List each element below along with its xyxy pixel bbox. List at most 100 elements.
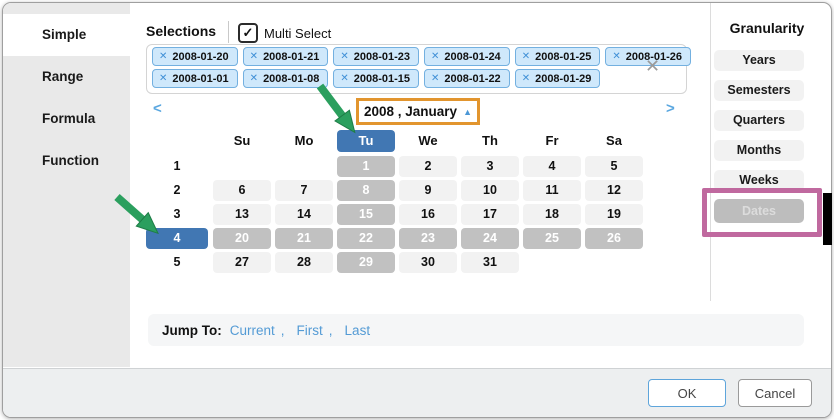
day-cell[interactable]: 2 xyxy=(399,156,457,177)
week-number[interactable]: 5 xyxy=(173,255,181,269)
clear-all-icon[interactable]: ✕ xyxy=(645,56,661,76)
day-cell[interactable]: 22 xyxy=(337,228,395,249)
empty-cell xyxy=(585,252,643,273)
selection-chip[interactable]: ✕ 2008-01-21 xyxy=(242,47,329,66)
selection-chip[interactable]: ✕ 2008-01-08 xyxy=(242,69,329,88)
granularity-quarters[interactable]: Quarters xyxy=(714,110,804,131)
remove-chip-icon[interactable]: ✕ xyxy=(159,73,168,84)
day-cell[interactable]: 8 xyxy=(337,180,395,201)
day-cell[interactable]: 24 xyxy=(461,228,519,249)
day-cell[interactable]: 5 xyxy=(585,156,643,177)
day-cell[interactable]: 1 xyxy=(337,156,395,177)
day-cell[interactable]: 28 xyxy=(275,252,333,273)
cancel-button[interactable]: Cancel xyxy=(738,379,812,407)
day-cell[interactable]: 17 xyxy=(461,204,519,225)
day-cell[interactable]: 31 xyxy=(461,252,519,273)
selection-chip[interactable]: ✕ 2008-01-26 xyxy=(605,47,692,66)
prev-month-icon[interactable]: < xyxy=(153,100,162,117)
day-cell[interactable]: 20 xyxy=(213,228,271,249)
granularity-months[interactable]: Months xyxy=(714,140,804,161)
remove-chip-icon[interactable]: ✕ xyxy=(431,73,440,84)
granularity-weeks[interactable]: Weeks xyxy=(714,170,804,191)
day-cell[interactable]: 4 xyxy=(523,156,581,177)
chip-label: 2008-01-21 xyxy=(263,50,320,63)
multi-select-checkbox[interactable]: ✓ xyxy=(238,23,258,43)
day-header-sa[interactable]: Sa xyxy=(606,133,622,148)
week-number[interactable]: 2 xyxy=(173,183,181,197)
day-cell[interactable]: 6 xyxy=(213,180,271,201)
chip-label: 2008-01-22 xyxy=(444,72,501,85)
day-cell[interactable]: 14 xyxy=(275,204,333,225)
day-cell[interactable]: 27 xyxy=(213,252,271,273)
selection-chip[interactable]: ✕ 2008-01-25 xyxy=(514,47,601,66)
next-month-icon[interactable]: > xyxy=(666,100,675,117)
remove-chip-icon[interactable]: ✕ xyxy=(249,51,259,62)
tab-simple[interactable]: Simple xyxy=(3,14,130,56)
day-cell[interactable]: 16 xyxy=(399,204,457,225)
day-cell[interactable]: 19 xyxy=(585,204,643,225)
calendar-week-row: 5 27 28 29 30 31 xyxy=(146,252,647,273)
day-cell[interactable]: 23 xyxy=(399,228,457,249)
month-year-title[interactable]: 2008 , January xyxy=(364,104,458,119)
remove-chip-icon[interactable]: ✕ xyxy=(431,51,440,62)
granularity-dates[interactable]: Dates xyxy=(714,199,804,223)
day-cell[interactable]: 11 xyxy=(523,180,581,201)
remove-chip-icon[interactable]: ✕ xyxy=(159,51,168,62)
day-cell[interactable]: 21 xyxy=(275,228,333,249)
tab-range[interactable]: Range xyxy=(42,69,84,84)
tab-formula[interactable]: Formula xyxy=(42,111,96,126)
day-cell[interactable]: 26 xyxy=(585,228,643,249)
chip-rows: ✕ 2008-01-20 ✕ 2008-01-21 ✕ 2008-01-23 ✕ 2008-0… xyxy=(152,47,692,88)
granularity-semesters[interactable]: Semesters xyxy=(714,80,804,101)
day-cell[interactable]: 10 xyxy=(461,180,519,201)
remove-chip-icon[interactable]: ✕ xyxy=(612,51,621,62)
tab-function[interactable]: Function xyxy=(42,153,99,168)
selection-chip[interactable]: ✕ 2008-01-01 xyxy=(152,69,238,88)
day-cell[interactable]: 30 xyxy=(399,252,457,273)
granularity-years[interactable]: Years xyxy=(714,50,804,71)
day-cell[interactable]: 25 xyxy=(523,228,581,249)
empty-cell xyxy=(523,252,581,273)
selection-chip[interactable]: ✕ 2008-01-20 xyxy=(152,47,238,66)
chip-label: 2008-01-29 xyxy=(535,72,592,85)
day-header-su[interactable]: Su xyxy=(233,133,251,148)
remove-chip-icon[interactable]: ✕ xyxy=(249,73,259,84)
day-cell[interactable]: 3 xyxy=(461,156,519,177)
day-cell[interactable]: 9 xyxy=(399,180,457,201)
week-number[interactable]: 4 xyxy=(146,228,208,249)
day-header-tu[interactable]: Tu xyxy=(337,130,395,152)
remove-chip-icon[interactable]: ✕ xyxy=(340,51,349,62)
selections-label: Selections xyxy=(146,23,217,39)
day-cell[interactable]: 15 xyxy=(337,204,395,225)
pink-box-shadow xyxy=(823,193,832,245)
day-cell[interactable]: 12 xyxy=(585,180,643,201)
selection-chip[interactable]: ✕ 2008-01-23 xyxy=(333,47,420,66)
day-header-th[interactable]: Th xyxy=(482,133,498,148)
remove-chip-icon[interactable]: ✕ xyxy=(521,73,531,84)
collapse-up-icon[interactable]: ▲ xyxy=(463,106,472,117)
chip-label: 2008-01-01 xyxy=(172,72,229,85)
day-cell[interactable]: 18 xyxy=(523,204,581,225)
jump-current[interactable]: Current xyxy=(229,322,275,338)
ok-button[interactable]: OK xyxy=(648,379,726,407)
selection-chip[interactable]: ✕ 2008-01-22 xyxy=(424,69,510,88)
checkmark-icon: ✓ xyxy=(242,25,254,40)
day-cell[interactable]: 13 xyxy=(213,204,271,225)
chip-label: 2008-01-23 xyxy=(353,50,411,63)
day-cell[interactable]: 7 xyxy=(275,180,333,201)
week-number[interactable]: 3 xyxy=(173,207,181,221)
week-number[interactable]: 1 xyxy=(173,159,181,173)
remove-chip-icon[interactable]: ✕ xyxy=(340,73,349,84)
remove-chip-icon[interactable]: ✕ xyxy=(521,51,531,62)
jump-last[interactable]: Last xyxy=(344,322,371,338)
selection-chip[interactable]: ✕ 2008-01-15 xyxy=(333,69,420,88)
selection-chip[interactable]: ✕ 2008-01-24 xyxy=(424,47,510,66)
day-cell[interactable]: 29 xyxy=(337,252,395,273)
day-header-mo[interactable]: Mo xyxy=(294,133,314,148)
day-header-we[interactable]: We xyxy=(418,133,438,148)
day-header-fr[interactable]: Fr xyxy=(545,133,559,148)
jump-first[interactable]: First xyxy=(296,322,323,338)
tab-list: Simple Range Formula Function xyxy=(3,14,130,182)
selection-chip[interactable]: ✕ 2008-01-29 xyxy=(514,69,601,88)
